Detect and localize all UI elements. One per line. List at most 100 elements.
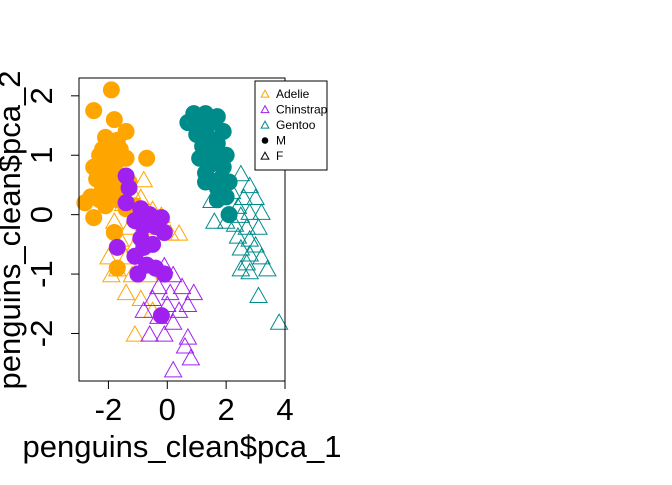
chinstrap-male-point [120,179,138,197]
chinstrap-female-point [140,324,160,342]
chinstrap-male-point [129,265,147,283]
chinstrap-male-point [117,194,135,212]
x-tick-label: 4 [276,392,293,427]
gentoo-female-point [252,203,271,220]
gentoo-female-point [249,218,268,235]
gentoo-female-point [240,262,260,280]
legend-m-marker [261,137,269,144]
chinstrap-female-point [178,327,198,345]
gentoo-female-point [234,188,254,206]
chinstrap-female-point [184,283,204,301]
x-tick-label: 2 [218,392,235,427]
chinstrap-male-point [155,223,173,241]
adelie-female-point [116,283,136,301]
y-tick-label: 1 [24,147,59,164]
gentoo-female-point [231,206,251,223]
gentoo-female-point [269,313,289,330]
legend-gentoo-label: Gentoo [276,118,316,132]
gentoo-female-point [237,218,257,235]
gentoo-female-point [202,191,221,208]
chinstrap-female-point [175,336,195,354]
gentoo-female-point [231,259,251,277]
chinstrap-female-point [160,283,180,301]
chinstrap-female-point [163,313,183,330]
adelie-male-point [96,197,114,215]
legend-m-label: M [276,134,286,148]
x-axis-label: penguins_clean$pca_1 [23,429,342,464]
adelie-male-point [76,194,94,212]
chinstrap-male-point [126,247,144,265]
adelie-female-point [104,212,124,229]
y-axis-label: penguins_clean$pca_2 [0,71,27,390]
gentoo-male-point [220,206,238,224]
chinstrap-female-point [149,307,168,324]
adelie-female-point [101,265,121,283]
chinstrap-female-point [169,301,189,318]
legend-chinstrap-label: Chinstrap [276,103,328,117]
legend-adelie-label: Adelie [276,87,310,101]
legend-adelie-marker [260,89,270,98]
gentoo-female-point [231,238,251,256]
gentoo-female-point [228,197,248,214]
y-tick-label: 2 [24,87,59,104]
gentoo-female-point [246,188,265,206]
gentoo-female-point [240,244,260,262]
adelie-male-point [105,111,123,129]
x-axis-ticks: -2 0 2 4 [95,381,294,427]
adelie-female-point [99,247,118,265]
gentoo-female-point [216,212,236,229]
gentoo-female-point [252,247,271,265]
adelie-male-point [105,223,123,241]
y-tick-label: -1 [24,260,59,288]
gentoo-female-point [257,259,277,277]
y-tick-label: 0 [24,206,59,223]
chinstrap-female-point [181,348,201,366]
adelie-female-point [131,289,151,307]
adelie-male-point [117,149,135,167]
chinstrap-male-point [152,307,170,325]
gentoo-female-point [228,226,248,244]
y-tick-label: -2 [24,320,59,348]
gentoo-female-point [240,176,260,194]
adelie-male-point [85,102,103,120]
gentoo-female-point [204,212,224,229]
chinstrap-female-point [163,265,183,283]
chinstrap-female-point [154,256,174,274]
gentoo-male-point [208,191,226,209]
gentoo-female-point [246,235,265,253]
legend-f-label: F [276,149,283,163]
gentoo-female-point [237,253,257,271]
chinstrap-female-point [163,360,183,378]
chinstrap-female-point [157,295,177,312]
adelie-male-point [85,209,103,227]
chinstrap-female-point [134,301,154,318]
legend-f-marker [260,151,270,160]
points-layer [76,81,289,378]
chinstrap-female-point [154,324,174,342]
gentoo-female-point [249,286,268,304]
y-axis-ticks: -2 -1 0 1 2 [24,87,79,347]
legend-gentoo-marker [260,120,270,129]
chinstrap-female-point [143,289,162,307]
chinstrap-female-point [178,295,198,312]
adelie-male-point [138,149,156,167]
x-tick-label: -2 [95,392,123,427]
adelie-female-point [125,324,145,342]
gentoo-female-point [222,182,242,200]
adelie-male-point [102,81,120,99]
chinstrap-male-point [108,238,126,256]
legend-chinstrap-marker [260,104,270,114]
chinstrap-female-point [172,277,192,295]
chinstrap-female-point [149,277,168,295]
gentoo-female-point [231,164,251,182]
adelie-female-point [134,170,154,188]
adelie-male-point [108,259,126,277]
gentoo-female-point [240,203,260,220]
adelie-female-point [169,223,189,241]
x-tick-label: 0 [159,392,176,427]
adelie-female-point [107,259,127,277]
gentoo-female-point [225,215,245,232]
